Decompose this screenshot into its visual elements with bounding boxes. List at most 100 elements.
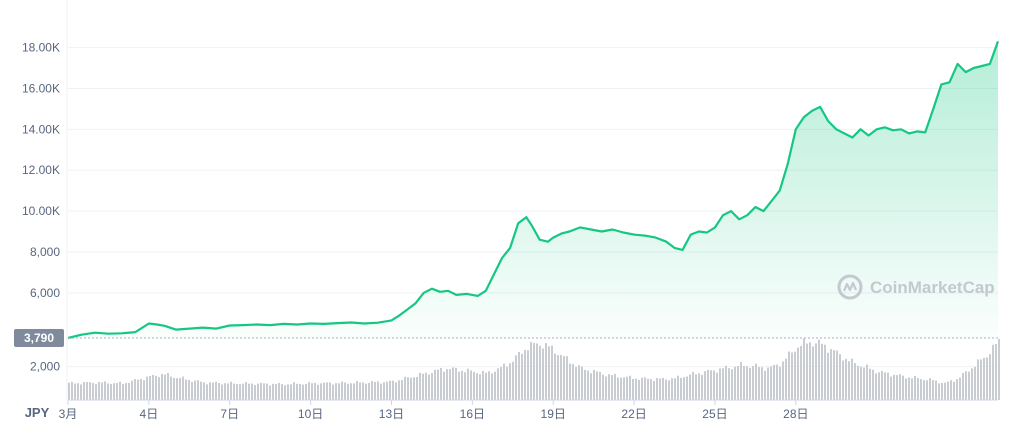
volume-bar [608,374,610,400]
volume-bar [449,369,451,400]
volume-bar [587,370,589,400]
volume-bar [83,382,85,400]
volume-bar [521,353,523,400]
volume-bar [287,384,289,400]
watermark-text: CoinMarketCap [870,278,995,297]
volume-bar [380,383,382,400]
volume-bar [389,380,391,400]
volume-bar [296,383,298,400]
x-tick-label: 28日 [783,407,808,421]
volume-bar [311,383,313,400]
volume-bar [98,382,100,400]
volume-bar [488,371,490,400]
volume-bar [71,381,73,400]
volume-bar [158,377,160,400]
volume-bar [221,384,223,400]
volume-bar [791,352,793,400]
volume-bar [656,378,658,400]
volume-bar [560,354,562,400]
volume-bar [290,384,292,400]
volume-bar [239,384,241,400]
volume-bar [143,380,145,400]
volume-bar [776,364,778,400]
volume-bar [581,366,583,400]
volume-bar [365,383,367,400]
volume-bar [626,376,628,400]
volume-bar [332,384,334,400]
volume-bar [263,383,265,400]
volume-bar [710,370,712,400]
volume-bar [743,366,745,400]
volume-bar [518,352,520,400]
volume-bar [881,370,883,400]
volume-bar [395,382,397,400]
volume-bar [761,367,763,400]
volume-bar [719,368,721,400]
volume-bar [932,380,934,400]
volume-bar [350,383,352,400]
volume-bar [377,381,379,400]
volume-bar [644,377,646,400]
volume-bar [920,379,922,400]
volume-bar [512,361,514,400]
volume-bar [392,380,394,400]
volume-bar [203,382,205,400]
volume-bar [821,343,823,400]
coinmarketcap-logo-icon [837,274,863,300]
y-tick-label: 6,000 [30,286,60,300]
volume-bar [422,373,424,400]
y-tick-label: 12.00K [22,163,60,177]
volume-bar [848,361,850,400]
volume-bar [962,372,964,400]
volume-bar [542,348,544,400]
volume-bar [980,359,982,400]
volume-bar [788,351,790,400]
y-tick-label: 8,000 [30,245,60,259]
volume-bar [593,369,595,400]
volume-bar [128,383,130,400]
volume-bar [845,358,847,400]
y-tick-label: 16.00K [22,81,60,95]
volume-bar [374,381,376,400]
volume-bar [734,366,736,400]
volume-bar [701,374,703,400]
volume-bar [929,378,931,400]
volume-bar [584,369,586,400]
volume-bar [359,382,361,400]
volume-bar [872,369,874,400]
volume-bar [92,382,94,400]
volume-bar [491,373,493,400]
volume-bar [338,383,340,400]
volume-bar [314,382,316,400]
volume-bar [611,375,613,400]
volume-bar [668,380,670,400]
volume-bar [839,354,841,400]
volume-bar [515,355,517,400]
volume-bar [185,379,187,400]
volume-bar [923,380,925,400]
volume-bar [575,366,577,400]
volume-bar [212,382,214,400]
current-price-badge: 3,790 [14,329,64,347]
volume-bar [236,383,238,400]
volume-bar [815,343,817,400]
volume-bar [896,375,898,400]
volume-bar [506,366,508,400]
volume-bar [476,373,478,400]
y-tick-label: 10.00K [22,204,60,218]
volume-bar [251,383,253,400]
volume-bar [182,376,184,400]
coinmarketcap-watermark: CoinMarketCap [837,274,995,300]
volume-bar [224,383,226,400]
volume-bar [917,378,919,400]
volume-bar [680,377,682,400]
volume-bar [155,375,157,400]
volume-bar [242,383,244,400]
volume-bar [335,383,337,400]
volume-bar [368,382,370,400]
volume-bar [95,384,97,400]
volume-bar [914,375,916,400]
volume-bar [794,351,796,400]
volume-bar [818,339,820,400]
volume-bar [602,374,604,400]
